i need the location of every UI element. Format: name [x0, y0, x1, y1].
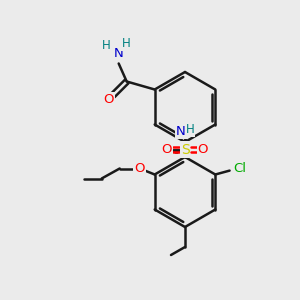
- Text: N: N: [176, 125, 186, 138]
- Text: H: H: [102, 39, 111, 52]
- Text: O: O: [162, 143, 172, 156]
- Text: Cl: Cl: [233, 162, 246, 175]
- Text: S: S: [181, 142, 189, 157]
- Text: H: H: [122, 37, 131, 50]
- Text: H: H: [186, 123, 194, 136]
- Text: O: O: [198, 143, 208, 156]
- Text: O: O: [134, 162, 145, 175]
- Text: N: N: [114, 47, 124, 60]
- Text: O: O: [103, 93, 114, 106]
